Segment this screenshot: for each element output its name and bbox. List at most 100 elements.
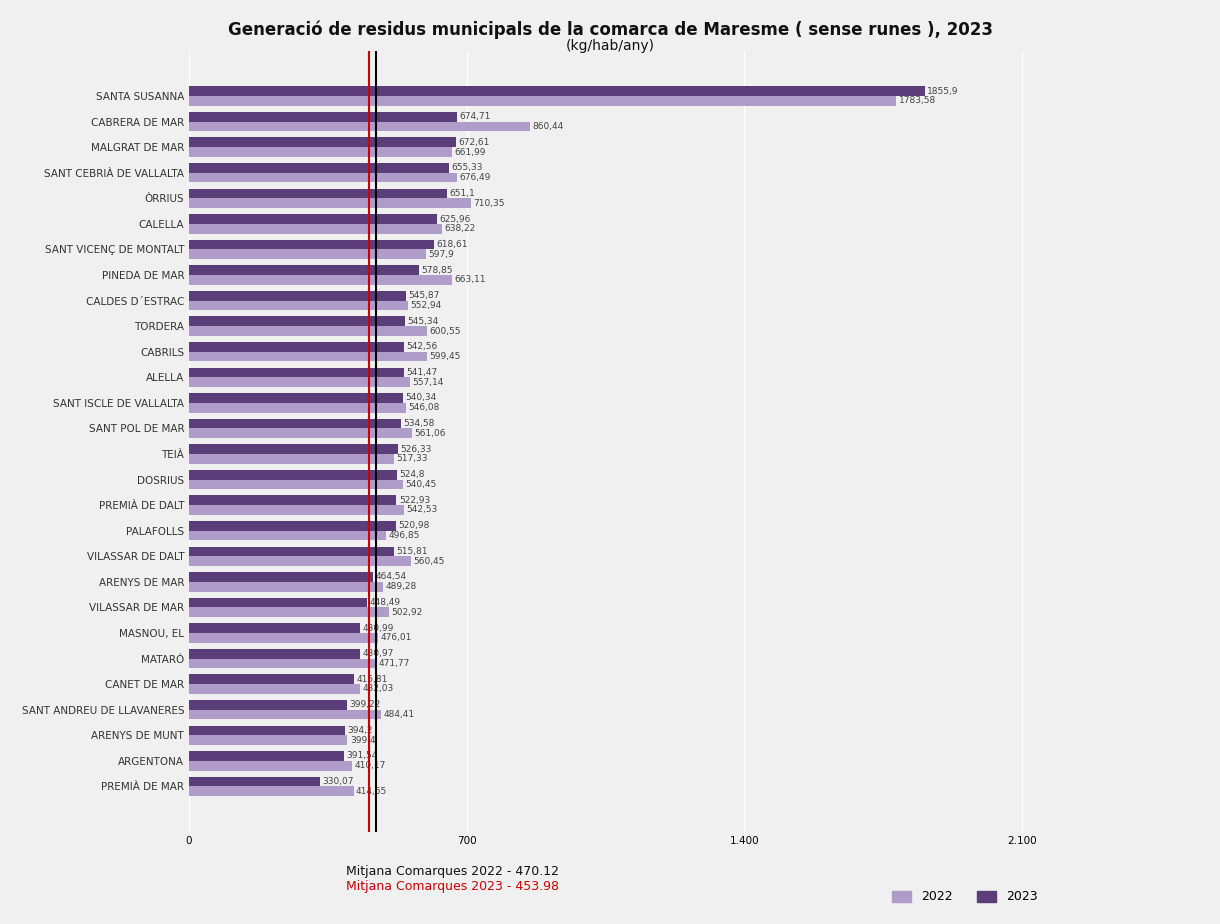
Legend: 2022, 2023: 2022, 2023 — [892, 891, 1038, 904]
Text: 399,4: 399,4 — [350, 736, 376, 745]
Bar — [189, 530, 386, 541]
Text: 597,9: 597,9 — [428, 249, 454, 259]
Bar — [189, 480, 404, 490]
Text: 674,71: 674,71 — [459, 112, 490, 121]
Text: 484,41: 484,41 — [383, 710, 415, 719]
Bar — [189, 316, 405, 326]
Bar — [189, 214, 437, 224]
Bar — [189, 419, 401, 429]
Bar — [189, 751, 344, 760]
Text: 432,03: 432,03 — [362, 685, 394, 694]
Text: 655,33: 655,33 — [451, 164, 483, 173]
Bar — [189, 700, 348, 710]
Text: Generació de residus municipals de la comarca de Maresme ( sense runes ), 2023: Generació de residus municipals de la co… — [227, 20, 993, 39]
Bar — [189, 342, 404, 352]
Bar — [189, 624, 360, 633]
Bar — [189, 607, 388, 617]
Text: 448,49: 448,49 — [370, 598, 400, 607]
Bar — [189, 556, 411, 566]
Text: 1855,9: 1855,9 — [927, 87, 959, 96]
Bar — [189, 265, 418, 275]
Text: 534,58: 534,58 — [404, 419, 434, 428]
Text: 545,87: 545,87 — [407, 291, 439, 300]
Bar — [189, 163, 449, 173]
Bar — [189, 393, 404, 403]
Bar — [189, 300, 409, 310]
Text: Mitjana Comarques 2023 - 453.98: Mitjana Comarques 2023 - 453.98 — [346, 881, 559, 894]
Text: 541,47: 541,47 — [406, 368, 438, 377]
Text: 391,54: 391,54 — [346, 751, 378, 760]
Bar — [189, 291, 405, 300]
Bar — [189, 649, 360, 659]
Text: 663,11: 663,11 — [454, 275, 486, 285]
Text: 618,61: 618,61 — [437, 240, 468, 249]
Text: 476,01: 476,01 — [381, 633, 411, 642]
Text: 552,94: 552,94 — [411, 301, 442, 310]
Text: 471,77: 471,77 — [378, 659, 410, 668]
Bar — [189, 86, 925, 96]
Text: 651,1: 651,1 — [450, 188, 476, 198]
Bar — [189, 505, 404, 515]
Bar — [189, 454, 394, 464]
Text: 542,56: 542,56 — [406, 343, 438, 351]
Text: 1783,58: 1783,58 — [899, 96, 936, 105]
Bar — [189, 188, 448, 199]
Bar — [189, 760, 351, 771]
Text: 860,44: 860,44 — [533, 122, 564, 131]
Bar — [189, 710, 381, 720]
Text: 625,96: 625,96 — [439, 214, 471, 224]
Text: 520,98: 520,98 — [398, 521, 429, 530]
Text: 710,35: 710,35 — [473, 199, 505, 208]
Text: 557,14: 557,14 — [412, 378, 444, 386]
Text: 526,33: 526,33 — [400, 444, 432, 454]
Bar — [189, 403, 405, 413]
Text: 414,65: 414,65 — [356, 786, 387, 796]
Bar — [189, 582, 383, 591]
Text: 546,08: 546,08 — [407, 403, 439, 412]
Bar — [189, 377, 410, 387]
Text: Mitjana Comarques 2022 - 470.12: Mitjana Comarques 2022 - 470.12 — [346, 865, 559, 878]
Text: 517,33: 517,33 — [396, 455, 428, 463]
Bar — [189, 736, 348, 745]
Bar — [189, 572, 373, 582]
Bar — [189, 786, 354, 796]
Bar — [189, 547, 394, 556]
Text: 515,81: 515,81 — [396, 547, 427, 556]
Text: 560,45: 560,45 — [414, 556, 445, 565]
Bar — [189, 239, 434, 249]
Bar — [189, 675, 354, 684]
Text: 464,54: 464,54 — [376, 573, 406, 581]
Bar — [189, 633, 378, 643]
Bar — [189, 659, 376, 668]
Text: 599,45: 599,45 — [429, 352, 460, 361]
Text: 638,22: 638,22 — [444, 225, 476, 233]
Bar — [189, 352, 427, 361]
Bar — [189, 122, 531, 131]
Text: 524,8: 524,8 — [400, 470, 425, 480]
Text: 394,2: 394,2 — [348, 726, 373, 735]
Text: 578,85: 578,85 — [421, 266, 453, 274]
Bar — [189, 275, 453, 285]
Bar — [189, 199, 471, 208]
Bar — [189, 495, 396, 505]
Bar — [189, 224, 442, 234]
Text: 661,99: 661,99 — [454, 148, 486, 156]
Bar — [189, 725, 345, 736]
Bar — [189, 326, 427, 335]
Bar — [189, 521, 395, 530]
Text: (kg/hab/any): (kg/hab/any) — [566, 39, 654, 53]
Text: 496,85: 496,85 — [388, 531, 420, 540]
Bar — [189, 429, 411, 438]
Bar — [189, 444, 398, 454]
Bar — [189, 684, 360, 694]
Text: 330,07: 330,07 — [322, 777, 354, 786]
Bar — [189, 368, 404, 377]
Bar — [189, 147, 451, 157]
Bar — [189, 173, 458, 182]
Text: 545,34: 545,34 — [407, 317, 439, 326]
Text: 415,81: 415,81 — [356, 675, 388, 684]
Text: 542,53: 542,53 — [406, 505, 438, 515]
Text: 540,45: 540,45 — [406, 480, 437, 489]
Text: 600,55: 600,55 — [429, 326, 461, 335]
Bar — [189, 96, 897, 105]
